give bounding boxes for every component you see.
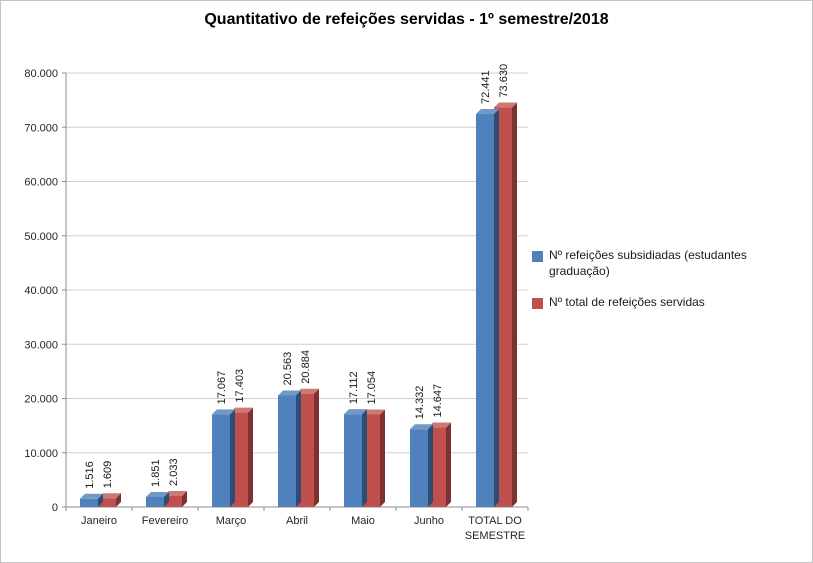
- value-label: 17.403: [234, 369, 246, 403]
- y-tick-label: 80.000: [24, 68, 58, 80]
- legend-item-subsidiadas: Nº refeições subsidiadas (estudantes gra…: [532, 248, 780, 279]
- bar-front-face: [344, 414, 362, 507]
- y-tick-label: 70.000: [24, 122, 58, 134]
- bar-total-0: [98, 493, 121, 507]
- bar-top-face: [278, 390, 301, 396]
- value-label: 2.033: [168, 458, 180, 486]
- y-tick-label: 20.000: [24, 394, 58, 406]
- bar-top-face: [296, 388, 319, 394]
- y-tick-label: 40.000: [24, 285, 58, 297]
- legend-label-subsidiadas: Nº refeições subsidiadas (estudantes gra…: [549, 248, 747, 278]
- legend-label-total: Nº total de refeições servidas: [549, 295, 705, 310]
- bar-side-face: [116, 493, 121, 507]
- bar-subsidiadas-2: [212, 409, 235, 507]
- bar-side-face: [230, 409, 235, 507]
- bar-subsidiadas-1: [146, 491, 169, 507]
- value-label: 17.054: [366, 371, 378, 405]
- bar-top-face: [410, 424, 433, 430]
- chart-title: Quantitativo de refeições servidas - 1º …: [204, 11, 609, 28]
- x-category-label: Fevereiro: [142, 515, 188, 527]
- bar-side-face: [512, 102, 517, 507]
- bar-subsidiadas-5: [410, 424, 433, 507]
- bar-top-face: [476, 109, 499, 115]
- bar-side-face: [494, 109, 499, 508]
- bar-subsidiadas-6: [476, 109, 499, 508]
- value-label: 73.630: [498, 64, 510, 98]
- y-tick-label: 0: [52, 502, 58, 514]
- bar-top-face: [212, 409, 235, 415]
- x-category-label: Junho: [414, 515, 444, 527]
- legend-swatch-total: [532, 298, 543, 310]
- x-category-label: Janeiro: [81, 515, 117, 527]
- bar-top-face: [80, 493, 103, 499]
- bar-side-face: [314, 388, 319, 507]
- bar-top-face: [164, 490, 187, 496]
- bar-side-face: [182, 490, 187, 507]
- bar-side-face: [98, 493, 103, 507]
- value-label: 14.647: [432, 384, 444, 418]
- value-label: 20.563: [282, 352, 294, 386]
- value-label: 14.332: [414, 386, 426, 420]
- bar-top-face: [428, 422, 451, 428]
- bar-top-face: [362, 409, 385, 415]
- y-tick-label: 50.000: [24, 231, 58, 243]
- bar-front-face: [146, 496, 164, 507]
- bar-side-face: [248, 407, 253, 507]
- bar-side-face: [296, 390, 301, 507]
- bar-side-face: [446, 422, 451, 507]
- value-label: 17.112: [348, 371, 360, 404]
- x-category-label: SEMESTRE: [465, 530, 526, 542]
- value-label: 1.516: [84, 461, 96, 489]
- y-tick-label: 30.000: [24, 339, 58, 351]
- x-category-label: Maio: [351, 515, 375, 527]
- value-label: 17.067: [216, 371, 228, 405]
- bar-subsidiadas-4: [344, 409, 367, 507]
- bar-subsidiadas-3: [278, 390, 301, 507]
- value-label: 1.851: [150, 459, 162, 487]
- bar-side-face: [164, 491, 169, 507]
- bar-top-face: [494, 102, 517, 108]
- bar-side-face: [362, 409, 367, 507]
- bar-total-1: [164, 490, 187, 507]
- bar-top-face: [146, 491, 169, 497]
- bar-front-face: [80, 498, 98, 507]
- bar-side-face: [380, 409, 385, 507]
- bar-subsidiadas-0: [80, 493, 103, 507]
- legend-item-total: Nº total de refeições servidas: [532, 295, 780, 311]
- value-label: 1.609: [102, 461, 114, 489]
- x-category-label: TOTAL DO: [468, 515, 522, 527]
- bar-top-face: [344, 409, 367, 415]
- bar-front-face: [476, 114, 494, 508]
- y-tick-label: 10.000: [24, 448, 58, 460]
- x-category-label: Abril: [286, 515, 308, 527]
- bar-front-face: [212, 414, 230, 507]
- legend: Nº refeições subsidiadas (estudantes gra…: [532, 248, 780, 327]
- y-tick-label: 60.000: [24, 177, 58, 189]
- bar-side-face: [428, 424, 433, 507]
- bar-front-face: [164, 495, 182, 507]
- bar-front-face: [410, 429, 428, 507]
- value-label: 72.441: [480, 70, 492, 104]
- x-category-label: Março: [216, 515, 247, 527]
- value-label: 20.884: [300, 350, 312, 384]
- legend-swatch-subsidiadas: [532, 251, 543, 262]
- bar-front-face: [278, 395, 296, 507]
- bar-top-face: [230, 407, 253, 413]
- bar-top-face: [98, 493, 121, 499]
- bar-front-face: [98, 498, 116, 507]
